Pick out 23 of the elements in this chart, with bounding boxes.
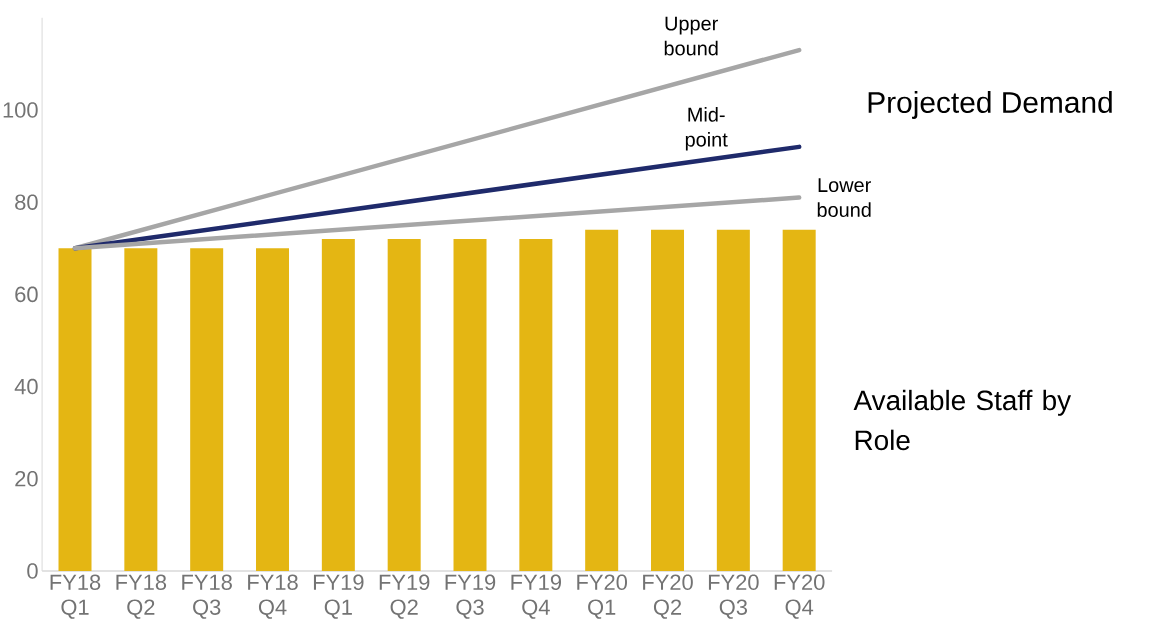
y-tick-label: 100 xyxy=(3,102,38,118)
series-label: Available Staff by Role xyxy=(853,389,1072,451)
x-tick-label: FY20 Q3 xyxy=(708,574,759,619)
x-tick-label: FY20 Q2 xyxy=(643,574,693,619)
x-tick-label: FY20 Q1 xyxy=(577,574,628,619)
series-label: Lower bound xyxy=(817,178,871,217)
x-tick-label: FY18 Q2 xyxy=(116,574,167,619)
x-tick-label: FY18 Q3 xyxy=(182,574,232,619)
series-label: Upper bound xyxy=(664,16,718,56)
x-tick-label: FY18 Q1 xyxy=(50,574,101,619)
x-tick-label: FY19 Q2 xyxy=(379,574,430,619)
series-label: Mid-point xyxy=(685,107,728,151)
x-tick-label: FY20 Q4 xyxy=(774,574,825,619)
y-tick-label: 20 xyxy=(15,471,38,487)
y-tick-label: 40 xyxy=(14,378,38,395)
y-tick-label: 80 xyxy=(15,194,38,210)
x-tick-label: FY19 Q4 xyxy=(511,574,561,619)
text: Projected Demand xyxy=(868,91,1112,119)
y-tick-label: 0 xyxy=(27,563,38,579)
x-tick-label: FY18 Q4 xyxy=(248,574,298,619)
x-tick-label: FY19 Q3 xyxy=(445,574,496,619)
y-tick-label: 60 xyxy=(15,286,38,303)
x-tick-label: FY19 Q1 xyxy=(313,574,364,619)
